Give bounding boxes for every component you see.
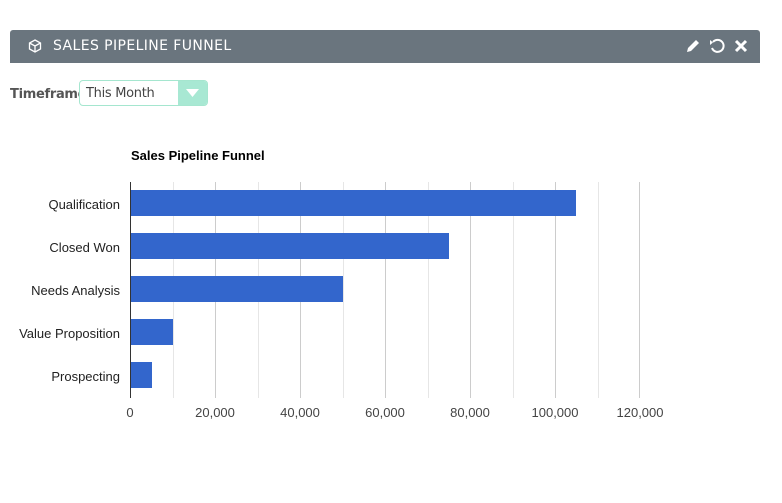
y-label: Needs Analysis — [31, 283, 120, 298]
x-tick: 40,000 — [280, 405, 320, 420]
bar-value-proposition[interactable] — [131, 319, 173, 345]
dashlet-header: SALES PIPELINE FUNNEL — [10, 30, 760, 63]
x-tick: 0 — [126, 405, 134, 420]
timeframe-value: This Month — [86, 86, 155, 101]
bar-prospecting[interactable] — [131, 362, 152, 388]
timeframe-select[interactable]: This Month — [79, 80, 208, 106]
chart-title: Sales Pipeline Funnel — [131, 148, 265, 163]
x-tick: 20,000 — [195, 405, 235, 420]
dropdown-button[interactable] — [178, 81, 207, 105]
y-label: Closed Won — [49, 240, 120, 255]
cube-icon — [28, 39, 42, 53]
x-tick: 60,000 — [365, 405, 405, 420]
x-tick: 100,000 — [531, 405, 579, 420]
bar-needs-analysis[interactable] — [131, 276, 343, 302]
bar-qualification[interactable] — [131, 190, 576, 216]
y-label: Value Proposition — [19, 326, 120, 341]
y-label: Prospecting — [51, 369, 120, 384]
timeframe-label: Timeframe: — [10, 87, 92, 102]
y-axis — [130, 182, 131, 398]
y-label: Qualification — [48, 197, 120, 212]
x-tick: 120,000 — [616, 405, 664, 420]
chevron-down-icon — [186, 89, 199, 97]
close-icon[interactable] — [732, 37, 750, 55]
x-tick: 80,000 — [450, 405, 490, 420]
chart-plot-area — [130, 182, 640, 398]
dashlet-title: SALES PIPELINE FUNNEL — [53, 38, 232, 54]
bar-closed-won[interactable] — [131, 233, 449, 259]
refresh-icon[interactable] — [708, 37, 726, 55]
pencil-icon[interactable] — [684, 37, 702, 55]
